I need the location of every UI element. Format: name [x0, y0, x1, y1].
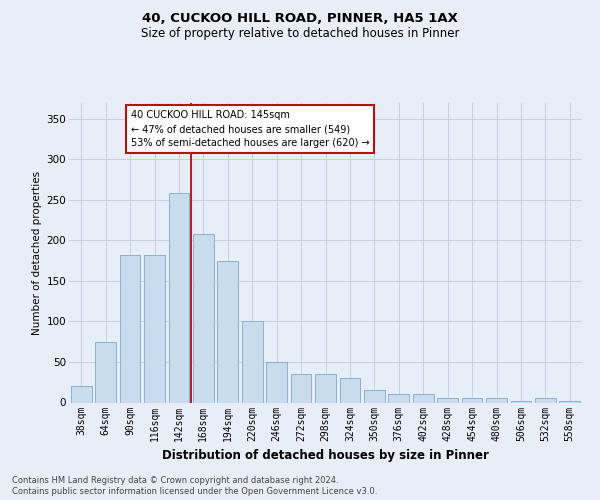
Bar: [535, 398, 556, 402]
Bar: [364, 390, 385, 402]
Bar: [461, 398, 482, 402]
Bar: [388, 394, 409, 402]
Bar: [193, 234, 214, 402]
X-axis label: Distribution of detached houses by size in Pinner: Distribution of detached houses by size …: [162, 449, 489, 462]
Bar: [511, 401, 532, 402]
Bar: [340, 378, 361, 402]
Bar: [95, 342, 116, 402]
Text: Contains HM Land Registry data © Crown copyright and database right 2024.: Contains HM Land Registry data © Crown c…: [12, 476, 338, 485]
Bar: [169, 194, 190, 402]
Text: Contains public sector information licensed under the Open Government Licence v3: Contains public sector information licen…: [12, 487, 377, 496]
Bar: [71, 386, 92, 402]
Bar: [437, 398, 458, 402]
Text: Size of property relative to detached houses in Pinner: Size of property relative to detached ho…: [141, 28, 459, 40]
Text: 40, CUCKOO HILL ROAD, PINNER, HA5 1AX: 40, CUCKOO HILL ROAD, PINNER, HA5 1AX: [142, 12, 458, 26]
Bar: [242, 322, 263, 402]
Bar: [144, 255, 165, 402]
Bar: [559, 401, 580, 402]
Y-axis label: Number of detached properties: Number of detached properties: [32, 170, 43, 334]
Bar: [119, 255, 140, 402]
Bar: [413, 394, 434, 402]
Text: 40 CUCKOO HILL ROAD: 145sqm
← 47% of detached houses are smaller (549)
53% of se: 40 CUCKOO HILL ROAD: 145sqm ← 47% of det…: [131, 110, 369, 148]
Bar: [217, 260, 238, 402]
Bar: [290, 374, 311, 402]
Bar: [486, 398, 507, 402]
Bar: [315, 374, 336, 402]
Bar: [266, 362, 287, 403]
